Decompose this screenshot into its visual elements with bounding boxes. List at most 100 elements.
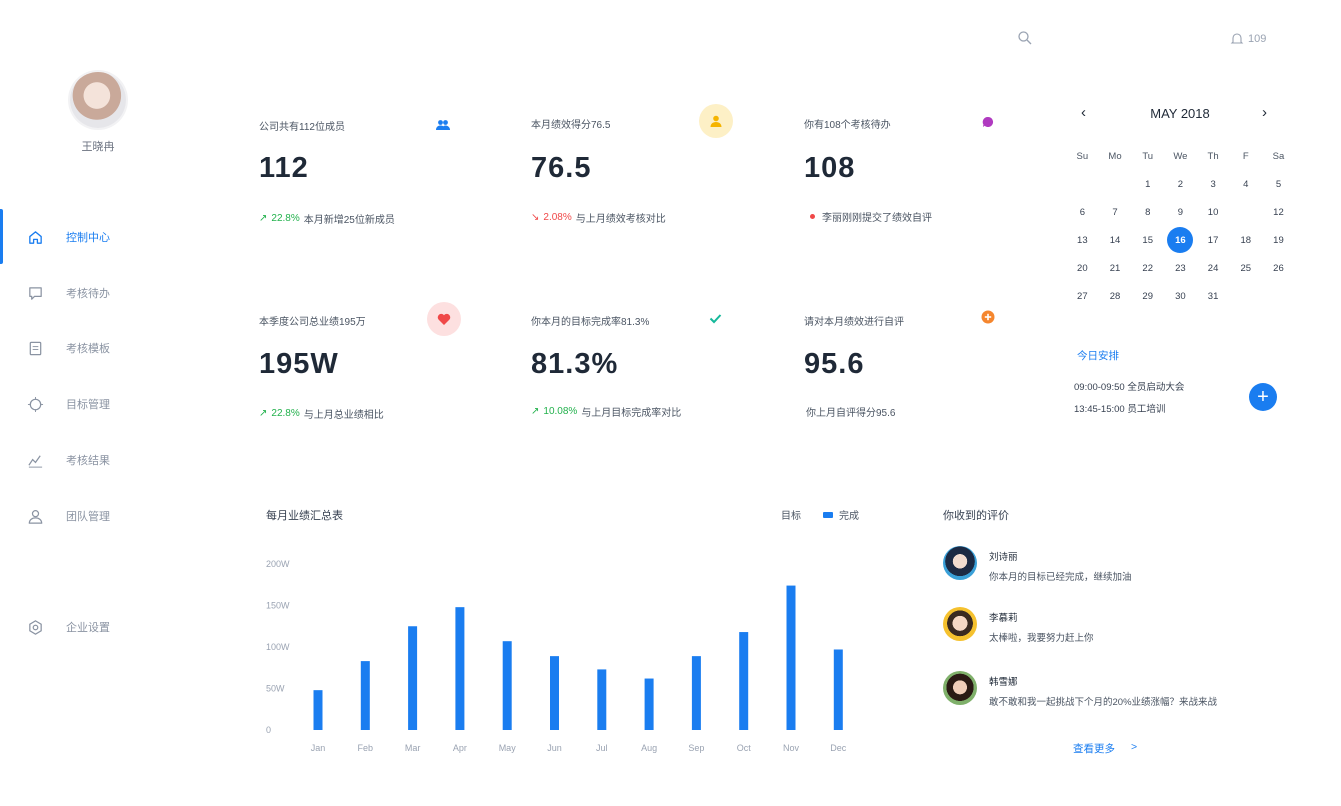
- calendar-day[interactable]: 4: [1243, 178, 1249, 190]
- calendar-day[interactable]: 9: [1177, 206, 1184, 218]
- calendar-day[interactable]: 15: [1142, 234, 1153, 246]
- calendar-day[interactable]: 12: [1273, 206, 1284, 218]
- bar-dec: [833, 649, 843, 730]
- legend-swatch: [823, 511, 833, 518]
- calendar-prev-button[interactable]: ‹: [1081, 104, 1086, 121]
- bar-feb: [360, 661, 370, 730]
- avatar[interactable]: [70, 72, 126, 128]
- calendar-day[interactable]: 19: [1273, 234, 1284, 246]
- calendar-day[interactable]: 21: [1109, 262, 1121, 274]
- bar-nov: [786, 585, 796, 730]
- calendar-empty-cell: [1099, 170, 1132, 198]
- calendar-day[interactable]: 6: [1079, 206, 1085, 218]
- bar-jan: [313, 690, 323, 730]
- y-tick-label: 200W: [266, 559, 290, 569]
- evaluation-text: 敢不敢和我一起挑战下个月的20%业绩涨幅？来战来战: [989, 697, 1218, 708]
- home-icon: [29, 230, 42, 244]
- calendar-day[interactable]: 27: [1077, 290, 1088, 302]
- schedule-item[interactable]: 09:00-09:50 全员启动大会: [1074, 382, 1185, 393]
- sidebar-item-enterprise-settings[interactable]: 企业设置: [27, 617, 110, 637]
- calendar-day[interactable]: 23: [1175, 262, 1186, 274]
- calendar-next-button[interactable]: ›: [1262, 104, 1267, 121]
- sidebar-item-label: 考核待办: [66, 288, 110, 300]
- evaluation-item[interactable]: 李慕莉 太棒啦，我要努力赶上你: [943, 607, 1094, 644]
- y-tick-label: 100W: [266, 642, 290, 652]
- user-icon: [699, 104, 733, 138]
- sidebar-item-label: 企业设置: [66, 622, 110, 634]
- trend-up-icon: ↗: [259, 213, 268, 224]
- x-tick-label: Sep: [688, 743, 704, 753]
- notification-button[interactable]: 109: [1230, 32, 1266, 46]
- trend-icon: [28, 454, 43, 468]
- weekday-label: Sa: [1272, 150, 1285, 162]
- sidebar-item-control-center[interactable]: 控制中心: [27, 227, 110, 247]
- chart-title: 每月业绩汇总表: [266, 510, 343, 522]
- evaluations-title: 你收到的评价: [943, 510, 1009, 522]
- calendar-day[interactable]: 20: [1077, 262, 1088, 274]
- calendar-day[interactable]: 8: [1145, 206, 1151, 218]
- calendar-day[interactable]: 3: [1210, 178, 1216, 190]
- goal-card-value: 81.3%: [531, 348, 619, 380]
- calendar-day[interactable]: 13: [1077, 234, 1088, 246]
- sidebar-item-team-management[interactable]: 团队管理: [27, 506, 110, 526]
- notification-count: 109: [1248, 33, 1267, 45]
- members-card-label: 公司共有112位成员: [259, 122, 345, 133]
- weekday-label: Th: [1207, 150, 1219, 162]
- members-card-footer: ↗ 22.8% 本月新增25位新成员: [259, 213, 395, 226]
- calendar-day[interactable]: 1: [1145, 178, 1151, 190]
- todo-card-value: 108: [804, 152, 856, 184]
- calendar-day[interactable]: 29: [1142, 290, 1153, 302]
- revenue-card-value: 195W: [259, 348, 339, 380]
- sidebar-item-review-results[interactable]: 考核结果: [27, 450, 110, 470]
- user-name: 王晓冉: [81, 141, 115, 153]
- revenue-card-footer: ↗ 22.8% 与上月总业绩相比: [259, 408, 384, 421]
- calendar-day[interactable]: 5: [1275, 178, 1282, 190]
- calendar-day[interactable]: 26: [1273, 262, 1284, 274]
- calendar-day[interactable]: 14: [1109, 234, 1121, 246]
- calendar-day[interactable]: 18: [1240, 234, 1252, 246]
- self-review-card-footer: 你上月自评得分95.6: [806, 408, 896, 419]
- plus-circle-icon[interactable]: [981, 310, 995, 329]
- calendar-day[interactable]: 24: [1207, 262, 1219, 274]
- calendar-day[interactable]: 31: [1207, 290, 1219, 302]
- sidebar-item-goal-management[interactable]: 目标管理: [27, 394, 110, 414]
- bar-jul: [597, 669, 607, 730]
- weekday-label: F: [1242, 150, 1249, 162]
- sidebar-item-label: 考核结果: [66, 455, 110, 467]
- calendar-empty-cell: [1229, 282, 1262, 310]
- sidebar-item-label: 目标管理: [66, 399, 110, 411]
- calendar-day[interactable]: 30: [1175, 290, 1186, 302]
- calendar-day[interactable]: 10: [1207, 206, 1219, 218]
- add-schedule-button[interactable]: +: [1249, 383, 1277, 411]
- evaluation-item[interactable]: 刘诗丽 你本月的目标已经完成，继续加油: [943, 546, 1132, 583]
- evaluator-name: 李慕莉: [989, 613, 1018, 624]
- calendar-day[interactable]: 7: [1112, 206, 1118, 218]
- legend-target-label: 目标: [781, 511, 801, 522]
- calendar-day[interactable]: 22: [1142, 262, 1153, 274]
- calendar-day[interactable]: 28: [1109, 290, 1121, 302]
- todo-card-footer: 李丽刚刚提交了绩效自评: [810, 209, 932, 224]
- revenue-card-label: 本季度公司总业绩195万: [259, 317, 366, 328]
- goal-card-label: 你本月的目标完成率81.3%: [531, 317, 650, 328]
- evaluation-item[interactable]: 韩雪娜 敢不敢和我一起挑战下个月的20%业绩涨幅？来战来战: [943, 671, 1217, 708]
- schedule-item[interactable]: 13:45-15:00 员工培训: [1074, 404, 1166, 415]
- sidebar-item-review-template[interactable]: 考核模板: [27, 338, 110, 358]
- calendar-empty-cell: [1262, 282, 1295, 310]
- y-tick-label: 50W: [266, 684, 285, 694]
- sidebar-item-review-todo[interactable]: 考核待办: [27, 283, 110, 303]
- sidebar-item-label: 考核模板: [66, 343, 110, 355]
- document-icon: [29, 341, 42, 355]
- x-tick-label: Mar: [405, 743, 421, 753]
- calendar-day[interactable]: 2: [1177, 178, 1184, 190]
- check-icon: [709, 311, 722, 329]
- calendar-day[interactable]: 25: [1240, 262, 1252, 274]
- calendar-day-selected[interactable]: 16: [1164, 226, 1197, 254]
- bar-jun: [550, 656, 559, 730]
- target-icon: [27, 396, 44, 412]
- calendar-day[interactable]: 17: [1207, 234, 1219, 246]
- search-icon[interactable]: [1017, 30, 1033, 46]
- see-more-link[interactable]: 查看更多 >: [1073, 741, 1138, 755]
- self-review-card-label[interactable]: 请对本月绩效进行自评: [804, 317, 904, 328]
- sidebar-item-label: 控制中心: [66, 232, 110, 244]
- bar-may: [502, 641, 512, 730]
